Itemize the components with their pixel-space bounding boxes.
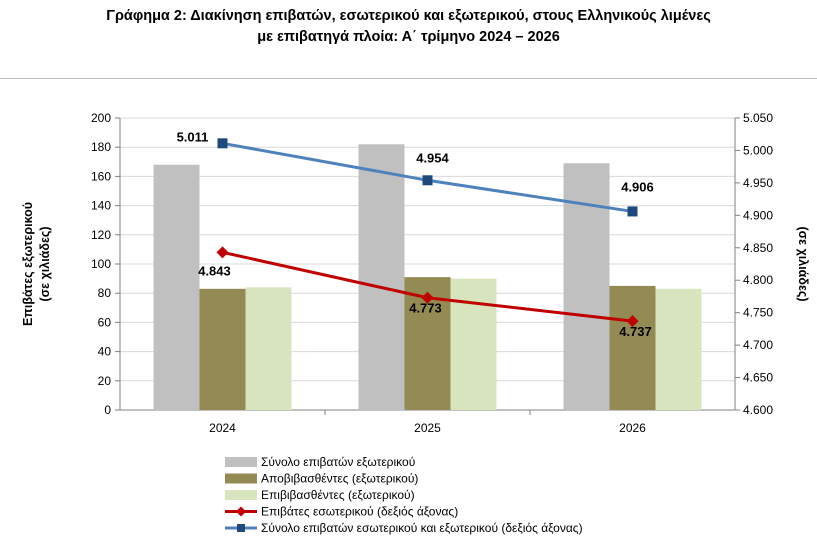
total-line-data-label: 4.954	[416, 150, 449, 165]
legend-swatch	[225, 490, 257, 500]
left-tick-label: 200	[91, 111, 111, 125]
domestic-line-marker	[421, 291, 434, 304]
right-axis-title: (σε χιλιάδες)	[796, 226, 810, 301]
chart-title-line-1: Γράφημα 2: Διακίνηση επιβατών, εσωτερικο…	[106, 8, 711, 24]
right-tick-label: 4.600	[743, 403, 773, 417]
bar-disembarked	[199, 288, 246, 410]
left-tick-label: 160	[91, 169, 111, 183]
right-tick-label: 4.850	[743, 241, 773, 255]
domestic-line-marker	[626, 315, 639, 328]
left-tick-label: 60	[98, 315, 112, 329]
right-tick-label: 4.700	[743, 338, 773, 352]
domestic-line-data-label: 4.773	[409, 301, 442, 316]
left-tick-label: 180	[91, 140, 111, 154]
left-tick-label: 100	[91, 257, 111, 271]
total-line-marker	[422, 175, 433, 186]
total-line-marker	[217, 138, 228, 149]
right-tick-label: 4.750	[743, 306, 773, 320]
left-tick-label: 80	[98, 286, 112, 300]
legend-swatch-marker	[236, 506, 246, 517]
right-tick-label: 5.050	[743, 111, 773, 125]
bar-disembarked	[609, 285, 656, 410]
domestic-line-data-label: 4.843	[198, 263, 231, 278]
total-line-data-label: 5.011	[177, 129, 209, 144]
right-tick-label: 4.650	[743, 371, 773, 385]
legend-label: Σύνολο επιβατών εσωτερικού και εξωτερικο…	[261, 521, 583, 535]
legend-swatch	[225, 457, 257, 467]
bar-embarked	[655, 288, 702, 410]
left-tick-label: 20	[98, 374, 112, 388]
left-axis-title-line-2: (σε χιλιάδες)	[38, 226, 52, 301]
bar-total-foreign	[153, 164, 200, 410]
legend-label: Επιβιβασθέντες (εξωτερικού)	[261, 488, 415, 502]
legend-label: Αποβιβασθέντες (εξωτερικού)	[261, 472, 418, 486]
left-tick-label: 140	[91, 199, 111, 213]
domestic-line-marker	[216, 246, 229, 259]
title-divider	[0, 78, 817, 79]
bar-total-foreign	[358, 144, 405, 410]
bar-embarked	[245, 287, 292, 410]
x-tick-label: 2025	[414, 421, 441, 435]
chart-title-line-2: με επιβατηγά πλοία: Α΄ τρίμηνο 2024 – 20…	[257, 29, 560, 45]
total-line-data-label: 4.906	[621, 179, 654, 194]
bar-embarked	[450, 278, 497, 410]
right-tick-label: 5.000	[743, 143, 773, 157]
domestic-line-data-label: 4.737	[619, 324, 652, 339]
total-line-marker	[627, 206, 638, 217]
x-tick-label: 2026	[619, 421, 646, 435]
legend-swatch	[225, 473, 257, 484]
left-axis-title-line-1: Επιβάτες εξωτερικού	[21, 202, 35, 326]
right-tick-label: 4.800	[743, 273, 773, 287]
left-tick-label: 0	[104, 403, 111, 417]
legend-swatch-marker	[237, 524, 245, 532]
left-tick-label: 40	[98, 345, 112, 359]
chart-title: Γράφημα 2: Διακίνηση επιβατών, εσωτερικο…	[0, 6, 817, 48]
legend-label: Σύνολο επιβατών εξωτερικού	[261, 455, 415, 469]
right-tick-label: 4.900	[743, 208, 773, 222]
left-tick-label: 120	[91, 228, 111, 242]
x-tick-label: 2024	[209, 421, 236, 435]
legend-label: Επιβάτες εσωτερικού (δεξιός άξονας)	[261, 505, 458, 519]
right-tick-label: 4.950	[743, 176, 773, 190]
bar-total-foreign	[563, 163, 610, 410]
